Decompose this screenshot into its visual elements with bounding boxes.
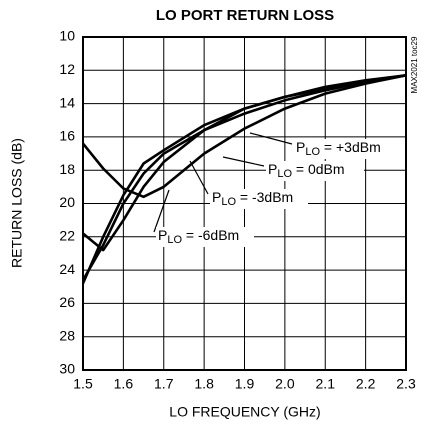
pointer-line bbox=[222, 156, 265, 167]
x-axis-label: LO FREQUENCY (GHz) bbox=[169, 404, 320, 420]
label-bg bbox=[156, 227, 254, 247]
y-tick-label: 30 bbox=[59, 361, 75, 377]
x-tick-label: 1.6 bbox=[114, 376, 134, 392]
y-tick-label: 22 bbox=[59, 228, 75, 244]
y-tick-label: 12 bbox=[59, 61, 75, 77]
label-p: P bbox=[212, 189, 221, 205]
series-line bbox=[81, 74, 407, 199]
y-tick-label: 14 bbox=[59, 94, 75, 110]
x-tick-label: 2.3 bbox=[396, 376, 416, 392]
label-rest: = 0dBm bbox=[292, 161, 345, 177]
pointer-line bbox=[189, 160, 209, 195]
label-p: P bbox=[158, 227, 167, 243]
y-tick-label: 24 bbox=[59, 261, 75, 277]
label-p: P bbox=[296, 139, 305, 155]
x-tick-label: 1.5 bbox=[73, 376, 93, 392]
label-p: P bbox=[268, 161, 277, 177]
label-sub: LO bbox=[167, 234, 182, 246]
label-sub: LO bbox=[277, 168, 292, 180]
x-tick-label: 1.8 bbox=[194, 376, 214, 392]
y-axis-label: RETURN LOSS (dB) bbox=[9, 138, 25, 268]
y-tick-label: 10 bbox=[59, 28, 75, 44]
label-bg bbox=[210, 189, 308, 209]
chart-title: LO PORT RETURN LOSS bbox=[156, 7, 334, 24]
label-sub: LO bbox=[305, 146, 320, 158]
label-rest: = -3dBm bbox=[236, 189, 293, 205]
series-label: PLO = +3dBm bbox=[296, 139, 381, 158]
x-tick-label: 1.7 bbox=[154, 376, 174, 392]
y-tick-label: 16 bbox=[59, 128, 75, 144]
label-bg bbox=[266, 161, 364, 181]
y-tick-label: 26 bbox=[59, 294, 75, 310]
y-tick-label: 20 bbox=[59, 194, 75, 210]
x-tick-label: 1.9 bbox=[235, 376, 255, 392]
side-note: MAX2021 toc29 bbox=[410, 36, 419, 93]
label-rest: = -6dBm bbox=[182, 227, 239, 243]
y-tick-label: 28 bbox=[59, 327, 75, 343]
label-rest: = +3dBm bbox=[320, 139, 381, 155]
label-sub: LO bbox=[221, 196, 236, 208]
y-tick-label: 18 bbox=[59, 161, 75, 177]
series-label: PLO = -6dBm bbox=[158, 227, 239, 246]
x-tick-label: 2.2 bbox=[356, 376, 376, 392]
label-bg bbox=[294, 139, 392, 159]
series-label: PLO = 0dBm bbox=[268, 161, 345, 180]
series-line bbox=[82, 74, 407, 252]
plot-frame bbox=[82, 36, 407, 371]
pointer-line bbox=[249, 132, 293, 145]
pointer-line bbox=[153, 189, 170, 233]
series-label: PLO = -3dBm bbox=[212, 189, 293, 208]
x-tick-label: 2.1 bbox=[316, 376, 336, 392]
x-tick-label: 2.0 bbox=[275, 376, 295, 392]
